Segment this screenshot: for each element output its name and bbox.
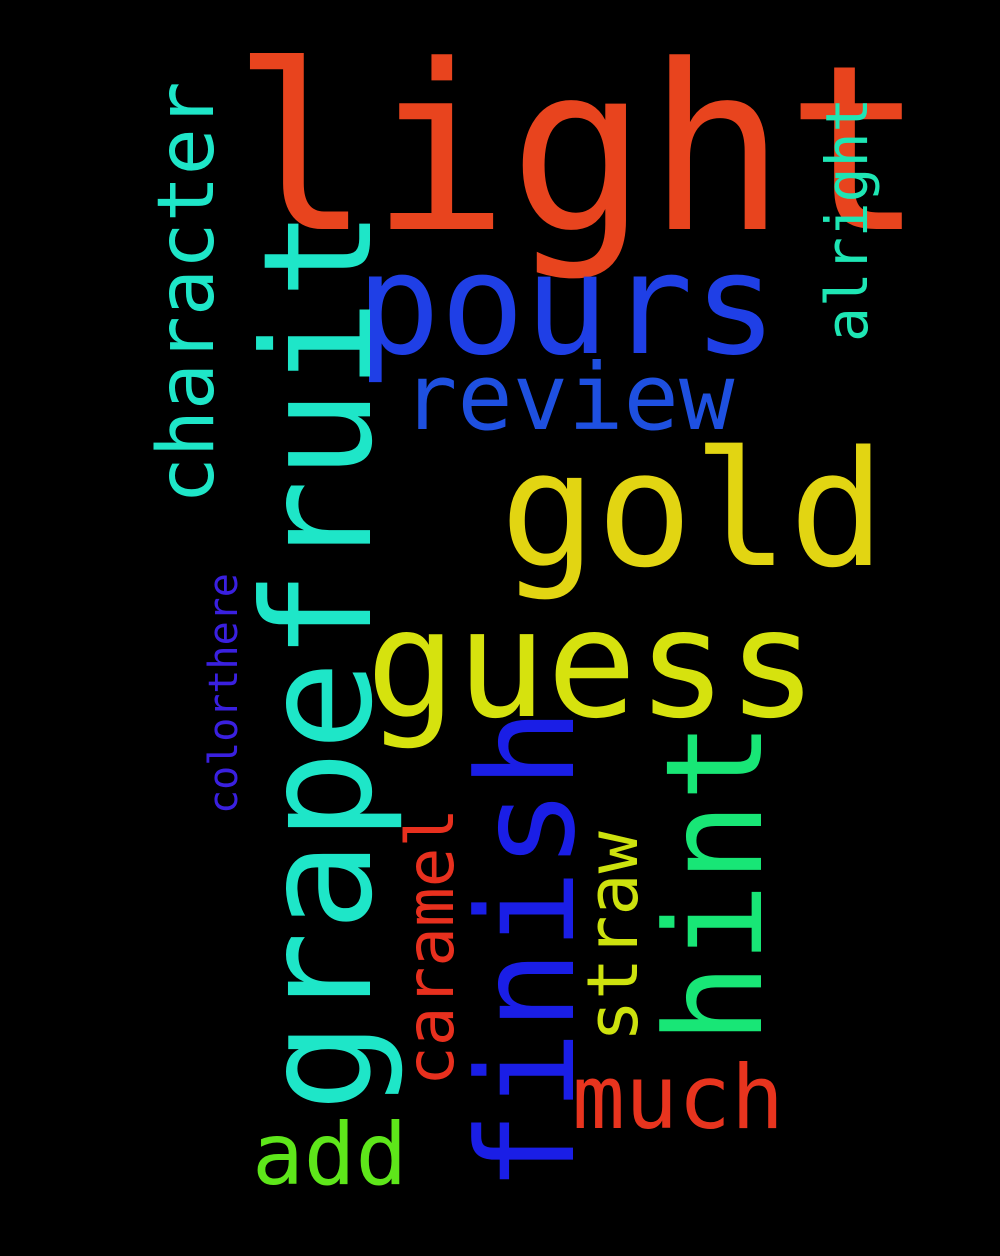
word-straw: straw (572, 831, 654, 1042)
word-alright: alright (813, 97, 881, 342)
word-character: character (142, 81, 232, 504)
word-add: add (252, 1105, 408, 1205)
word-review: review (402, 344, 735, 451)
word-grapefruit: grapefruit (232, 208, 406, 1112)
word-hint: hint (637, 721, 793, 1044)
word-caramel: caramel (392, 807, 469, 1086)
word-light: light (232, 17, 925, 284)
word-colorthere: colorthere (201, 573, 247, 814)
word-guess: guess (366, 578, 818, 752)
word-pours: pours (356, 224, 778, 387)
word-gold: gold (500, 416, 886, 603)
word-much: much (572, 1046, 784, 1149)
